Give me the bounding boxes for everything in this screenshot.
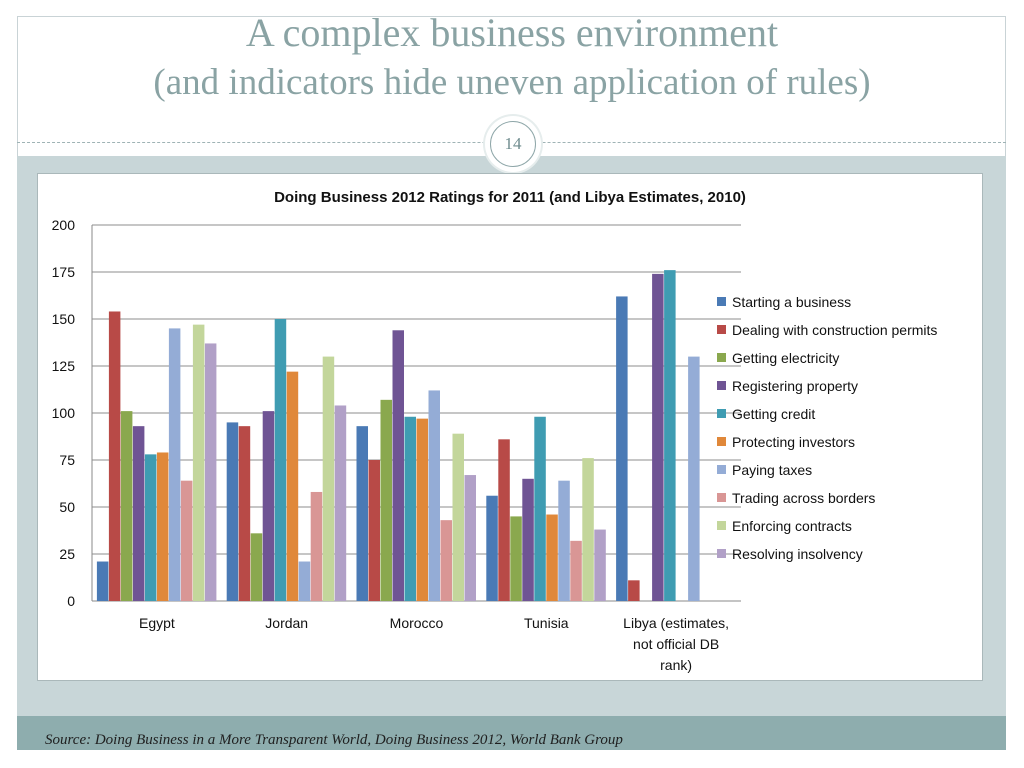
bar-paying-taxes <box>168 328 181 601</box>
bar-dealing-with-construction-permits <box>368 460 380 601</box>
footer-band <box>17 716 1006 750</box>
chart-title: Doing Business 2012 Ratings for 2011 (an… <box>274 189 746 206</box>
legend-swatch <box>717 381 726 390</box>
bar-paying-taxes <box>688 356 700 601</box>
bar-dealing-with-construction-permits <box>628 580 640 601</box>
bar-resolving-insolvency <box>464 475 476 601</box>
legend-label: Registering property <box>732 378 858 394</box>
bar-paying-taxes <box>428 390 440 601</box>
bar-starting-a-business <box>356 426 368 601</box>
slide-title: A complex business environment <box>245 10 779 55</box>
x-category-label: Tunisia <box>524 615 569 631</box>
bar-registering-property <box>522 478 534 601</box>
bar-getting-electricity <box>120 411 133 601</box>
y-tick-label: 100 <box>52 405 76 421</box>
bar-protecting-investors <box>546 514 558 601</box>
y-tick-label: 75 <box>59 452 75 468</box>
legend-label: Protecting investors <box>732 434 855 450</box>
y-tick-label: 0 <box>67 593 75 609</box>
bar-trading-across-borders <box>570 540 582 601</box>
bar-getting-credit <box>664 270 676 601</box>
bar-getting-credit <box>144 454 157 601</box>
bar-paying-taxes <box>558 480 570 601</box>
legend-swatch <box>717 409 726 418</box>
chart-area: Doing Business 2012 Ratings for 2011 (an… <box>37 173 983 681</box>
bar-starting-a-business <box>616 296 628 601</box>
legend-swatch <box>717 325 726 334</box>
bar-enforcing-contracts <box>322 356 335 601</box>
y-tick-label: 200 <box>52 217 76 233</box>
bar-trading-across-borders <box>180 480 193 601</box>
bar-dealing-with-construction-permits <box>238 426 251 601</box>
legend-label: Getting electricity <box>732 350 839 366</box>
y-tick-label: 175 <box>52 264 76 280</box>
x-category-label: Morocco <box>390 615 444 631</box>
bar-getting-credit <box>534 416 546 601</box>
x-category-label: Libya (estimates, not official DB rank) <box>623 615 729 673</box>
source-citation: Source: Doing Business in a More Transpa… <box>45 732 623 748</box>
bar-getting-electricity <box>510 516 522 601</box>
legend-label: Starting a business <box>732 294 851 310</box>
bar-protecting-investors <box>156 452 169 601</box>
legend-swatch <box>717 437 726 446</box>
y-tick-label: 150 <box>52 311 76 327</box>
page-number-badge: 14 <box>485 116 541 172</box>
y-tick-label: 50 <box>59 499 75 515</box>
bar-starting-a-business <box>226 422 239 601</box>
bar-dealing-with-construction-permits <box>498 439 510 601</box>
bar-resolving-insolvency <box>594 529 606 601</box>
bar-chart: Doing Business 2012 Ratings for 2011 (an… <box>52 189 938 673</box>
bar-getting-electricity <box>250 533 263 601</box>
bar-enforcing-contracts <box>582 458 594 601</box>
bar-resolving-insolvency <box>334 405 347 601</box>
bar-paying-taxes <box>298 561 311 601</box>
legend-label: Getting credit <box>732 406 815 422</box>
page-number: 14 <box>490 121 536 167</box>
bar-resolving-insolvency <box>204 343 217 601</box>
legend-swatch <box>717 549 726 558</box>
x-category-label: Jordan <box>265 615 308 631</box>
bar-enforcing-contracts <box>452 433 464 601</box>
bar-trading-across-borders <box>440 520 452 601</box>
bar-starting-a-business <box>96 561 109 601</box>
legend-label: Enforcing contracts <box>732 518 852 534</box>
bar-registering-property <box>132 426 145 601</box>
bar-registering-property <box>392 330 404 601</box>
bar-getting-credit <box>274 319 287 601</box>
bar-trading-across-borders <box>310 491 323 601</box>
legend-label: Paying taxes <box>732 462 812 478</box>
slide-subtitle: (and indicators hide uneven application … <box>153 62 871 103</box>
legend-label: Resolving insolvency <box>732 546 863 562</box>
legend-swatch <box>717 493 726 502</box>
bar-protecting-investors <box>286 371 299 601</box>
bar-registering-property <box>262 411 275 601</box>
bar-getting-credit <box>404 416 416 601</box>
bar-dealing-with-construction-permits <box>108 311 121 601</box>
x-category-label: Egypt <box>139 615 175 631</box>
legend-swatch <box>717 521 726 530</box>
legend-swatch <box>717 465 726 474</box>
bar-getting-electricity <box>380 399 392 601</box>
legend-label: Trading across borders <box>732 490 875 506</box>
legend-swatch <box>717 297 726 306</box>
y-tick-label: 125 <box>52 358 76 374</box>
bar-protecting-investors <box>416 418 428 601</box>
bar-enforcing-contracts <box>192 324 205 601</box>
bar-registering-property <box>652 273 664 601</box>
legend-label: Dealing with construction permits <box>732 322 937 338</box>
bar-starting-a-business <box>486 495 498 601</box>
legend-swatch <box>717 353 726 362</box>
y-tick-label: 25 <box>59 546 75 562</box>
